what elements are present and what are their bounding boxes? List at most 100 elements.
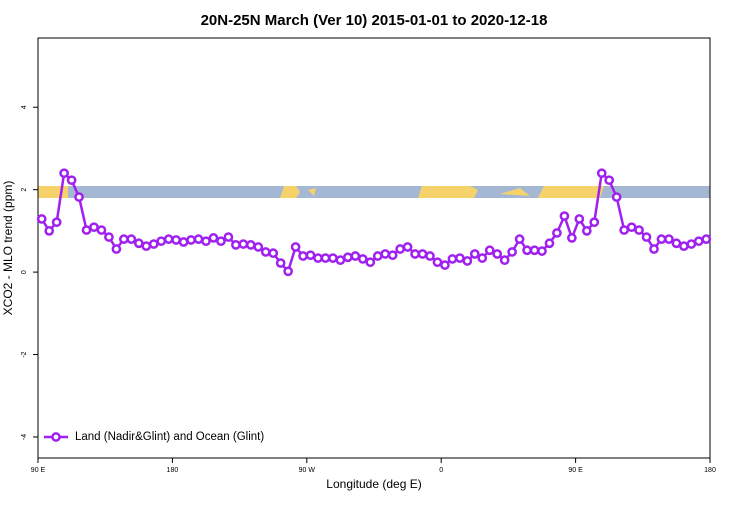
data-point [589,217,600,228]
data-point [507,247,517,257]
data-point [320,253,331,263]
data-point [567,233,577,243]
land-ocean-strip [38,186,710,198]
y-tick-label: -2 [21,351,28,357]
data-point [335,255,346,266]
data-point [111,244,122,254]
y-tick-label: 4 [21,105,28,109]
data-point [260,247,271,257]
data-point [313,253,323,263]
y-tick-label: -4 [21,434,28,440]
data-point [290,242,301,252]
data-point [148,239,159,249]
data-point [156,236,167,247]
data-point [425,251,435,261]
data-point [544,238,555,249]
x-tick-label: 180 [704,467,716,474]
data-point [231,240,241,250]
data-point [574,214,585,224]
data-point [641,232,652,242]
data-point [208,233,219,243]
data-point [552,228,562,238]
data-point [36,214,47,224]
data-point [581,226,592,236]
data-point [96,225,107,235]
data-point [74,192,84,202]
data-point [649,244,659,254]
data-point [619,225,629,235]
data-point [499,255,510,266]
data-point [395,244,405,254]
data-point [343,252,353,263]
data-point [417,249,428,259]
data-point [59,168,69,179]
data-point [455,253,465,263]
data-point [380,249,391,259]
data-point [133,238,144,249]
data-point [171,235,181,245]
data-point [514,234,525,244]
data-point [305,250,316,261]
data-point [626,222,637,233]
data-point [44,226,55,236]
data-point [492,249,503,259]
data-point [410,249,420,259]
data-point [604,175,615,186]
data-point [245,240,256,250]
data-point [216,236,226,247]
data-point [141,241,152,251]
data-point [440,260,450,270]
data-point [201,236,211,247]
data-point [686,239,697,249]
plot-frame [37,37,711,459]
data-point [104,232,114,242]
x-tick-label: 90 E [568,467,583,474]
data-point [402,242,413,252]
data-point [365,257,376,268]
data-point [357,254,368,264]
x-tick-label: 0 [439,467,443,474]
x-tick-label: 180 [167,467,179,474]
data-point [193,234,204,244]
x-axis-label: Longitude (deg E) [326,477,421,491]
data-point [387,250,398,261]
data-point [477,253,488,263]
data-point [238,239,249,249]
data-point [484,245,495,256]
data-point [328,253,338,263]
y-tick-label: 0 [21,270,28,274]
data-point [469,249,480,259]
legend-marker [51,432,61,442]
data-point [163,234,174,244]
data-point [559,211,570,221]
data-point [671,238,682,249]
x-tick-label: 90 W [299,467,316,474]
data-point [126,234,137,244]
data-point [664,234,674,244]
data-point [178,237,189,247]
data-point [253,242,264,252]
data-point [283,266,293,277]
data-point [611,192,622,202]
data-point [298,251,308,261]
data-point [186,235,196,245]
y-tick-label: 2 [21,188,28,192]
data-point [268,248,279,259]
data-point [656,234,667,244]
data-point [89,222,99,233]
data-point [537,246,547,256]
data-point [701,234,712,244]
data-point [634,225,644,235]
data-point [350,251,361,261]
x-tick-label: 90 E [31,467,46,474]
data-point [596,168,607,179]
y-axis-label: XCO2 - MLO trend (ppm) [1,181,15,316]
data-point [81,225,92,235]
data-point [372,251,383,261]
data-point [275,258,286,268]
data-point [119,234,129,244]
data-point [223,232,234,242]
data-point [432,257,443,268]
data-point [66,175,77,186]
